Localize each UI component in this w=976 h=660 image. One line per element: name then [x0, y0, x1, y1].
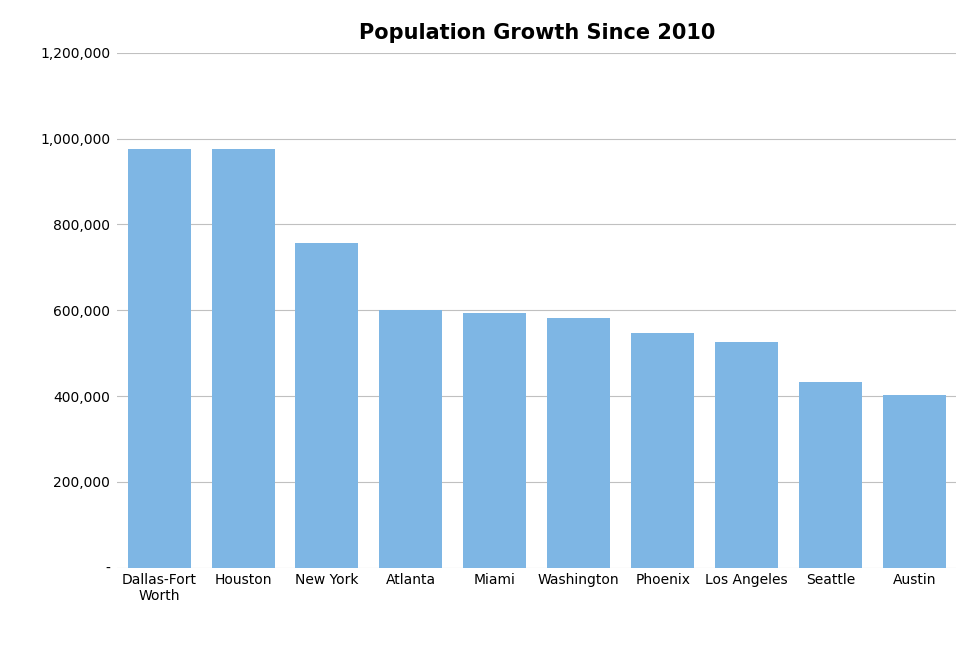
Bar	[296, 243, 358, 568]
Bar	[631, 333, 694, 568]
Title: Population Growth Since 2010: Population Growth Since 2010	[358, 23, 715, 43]
Bar	[715, 341, 778, 568]
Bar	[380, 310, 442, 568]
Bar	[128, 149, 190, 568]
Bar	[883, 395, 946, 568]
Bar	[548, 318, 610, 568]
Bar	[799, 382, 862, 568]
Bar	[464, 313, 526, 568]
Bar	[212, 149, 274, 568]
